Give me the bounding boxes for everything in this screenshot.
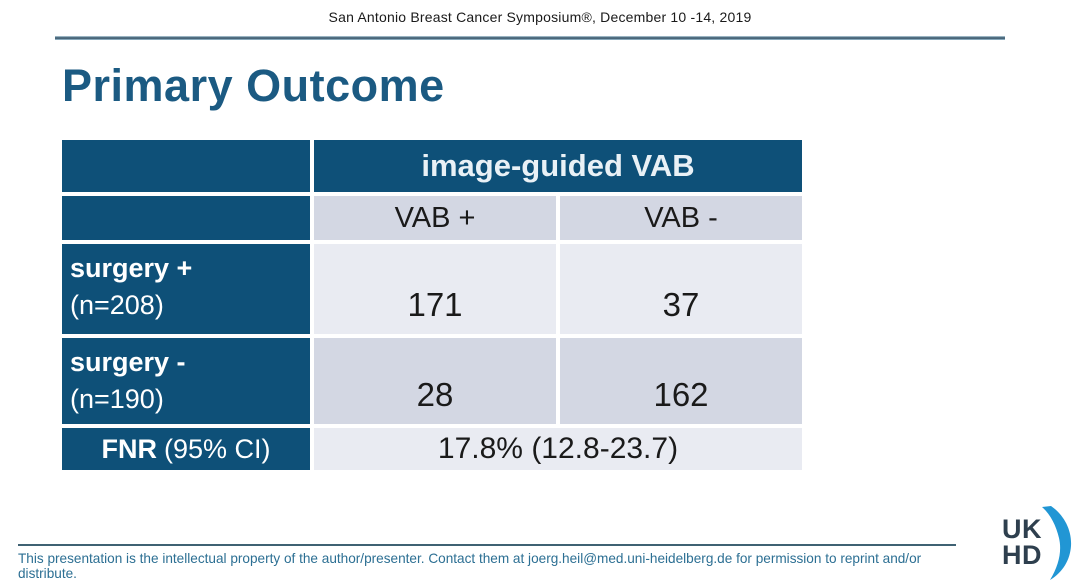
spacer-cell (62, 196, 310, 240)
corner-cell (62, 140, 310, 192)
row-label: surgery - (70, 347, 186, 377)
fnr-label: FNR (101, 433, 157, 464)
row-label: surgery + (70, 253, 193, 283)
header-divider (55, 36, 1005, 40)
table-cell-false-negative: 37 (560, 244, 802, 334)
ukhd-swoosh-icon (1042, 506, 1072, 580)
column-group-header: image-guided VAB (314, 140, 802, 192)
logo-line-hd: HD (1002, 540, 1042, 570)
ukhd-logo: UK HD (1002, 506, 1072, 580)
symposium-header: San Antonio Breast Cancer Symposium®, De… (328, 9, 752, 25)
footer-note: This presentation is the intellectual pr… (18, 551, 922, 581)
page-title: Primary Outcome (62, 60, 445, 111)
col-header-vab-positive: VAB + (314, 196, 556, 240)
fnr-label-ci: (95% CI) (163, 433, 271, 464)
col-header-vab-negative: VAB - (560, 196, 802, 240)
ukhd-logo-text: UK HD (1002, 514, 1042, 570)
fnr-value: 17.8% (12.8-23.7) (314, 428, 802, 470)
row-sublabel: (n=208) (70, 290, 164, 321)
fnr-row-header: FNR (95% CI) (62, 428, 310, 470)
table-cell-true-positive: 171 (314, 244, 556, 334)
logo-line-uk: UK (1002, 514, 1042, 545)
outcome-table: image-guided VAB VAB + VAB - surgery + (… (62, 140, 802, 470)
table-cell-true-negative: 162 (560, 338, 802, 424)
footer-divider (18, 544, 956, 546)
table-cell-false-positive: 28 (314, 338, 556, 424)
row-sublabel: (n=190) (70, 384, 164, 415)
row-header-surgery-negative: surgery - (n=190) (62, 338, 310, 424)
row-header-surgery-positive: surgery + (n=208) (62, 244, 310, 334)
